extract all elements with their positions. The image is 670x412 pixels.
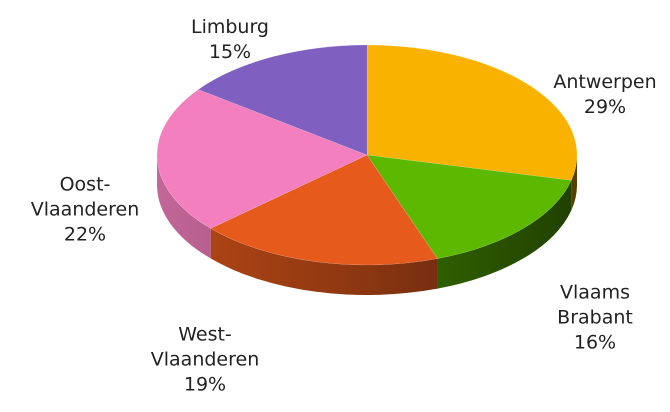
category-label: Antwerpen [553,71,657,93]
slice [366,154,572,259]
value-label: 22% [63,223,107,246]
category-label: Oost-Vlaanderen [30,173,140,221]
slice [156,89,368,229]
slice-label: West-Vlaanderen 19% [130,323,280,398]
slice-side [571,155,577,211]
value-label: 15% [208,41,252,63]
slice [197,44,368,156]
category-label: West-Vlaanderen [150,323,260,371]
slice-side [157,155,211,259]
value-label: 19% [183,373,227,396]
slice-label: Antwerpen 29% [540,70,670,120]
category-label: Vlaams Brabant [557,281,633,329]
slice-label: Vlaams Brabant 16% [550,281,640,356]
slice-side [210,228,438,296]
category-label: Limburg [190,16,269,38]
slice-label: Limburg 15% [170,15,290,65]
value-label: 29% [583,96,627,118]
slice [210,154,438,266]
slice [366,44,578,181]
value-label: 16% [573,331,617,354]
slice-label: Oost-Vlaanderen 22% [20,173,150,248]
slice-side [437,180,572,289]
